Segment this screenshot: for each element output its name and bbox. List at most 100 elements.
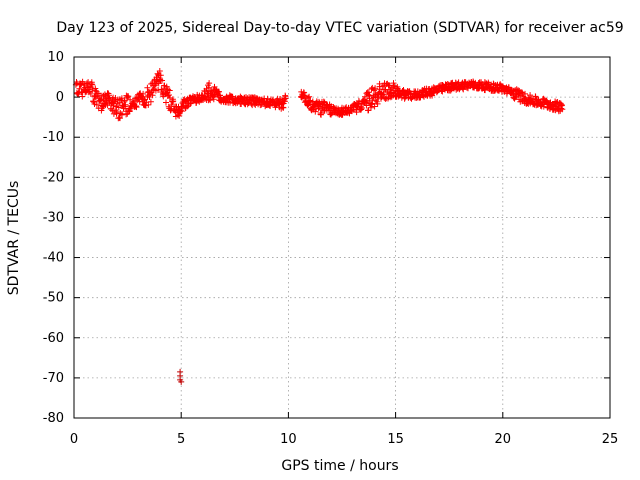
data-point: [161, 82, 168, 89]
y-tick-label: 10: [47, 50, 64, 65]
data-point: [358, 106, 364, 113]
data-point: [95, 91, 101, 97]
ticks: [73, 56, 611, 419]
data-point: [90, 98, 97, 105]
x-axis-label: GPS time / hours: [281, 458, 398, 474]
data-point: [125, 93, 132, 100]
x-tick-label: 5: [177, 432, 185, 447]
data-point: [166, 92, 172, 98]
data-point: [306, 93, 313, 100]
data-point: [280, 104, 287, 111]
data-point: [133, 104, 140, 111]
data-point: [88, 81, 95, 87]
y-tick-labels: 10 0 -10 -20 -30 -40 -50 -60 -70 -80: [43, 50, 64, 426]
data-point: [353, 109, 360, 116]
data-point: [115, 104, 122, 111]
data-point: [166, 94, 173, 101]
data-point: [318, 111, 325, 118]
x-tick-labels: 0 5 10 15 20 25: [70, 432, 618, 447]
data-point: [102, 93, 109, 100]
data-point: [559, 102, 565, 109]
data-point: [123, 94, 130, 101]
data-point: [363, 102, 370, 109]
data-point: [169, 96, 176, 103]
x-tick-label: 20: [495, 432, 512, 447]
data-point: [140, 90, 147, 97]
y-tick-label: -80: [43, 411, 64, 426]
x-tick-label: 10: [280, 432, 297, 447]
data-point: [320, 98, 327, 105]
data-point: [159, 77, 165, 84]
y-tick-label: -50: [43, 291, 64, 306]
data-point: [110, 102, 117, 109]
data-point: [89, 86, 96, 93]
data-point: [438, 87, 445, 94]
y-tick-label: -20: [43, 170, 64, 185]
data-point: [146, 94, 153, 100]
data-point: [385, 95, 391, 102]
data-point: [372, 85, 379, 92]
data-point: [300, 93, 307, 100]
y-tick-label: -60: [43, 331, 64, 346]
data-point: [157, 72, 164, 79]
data-point: [366, 92, 373, 99]
x-tick-label: 15: [387, 432, 404, 447]
data-point: [527, 92, 534, 99]
data-point: [312, 108, 319, 115]
data-point: [178, 378, 185, 385]
data-point: [210, 96, 217, 103]
data-point: [106, 92, 112, 99]
y-tick-label: -40: [43, 251, 64, 266]
data-point: [401, 95, 408, 102]
data-point: [113, 108, 120, 115]
data-point: [127, 96, 134, 103]
data-point: [374, 100, 381, 107]
data-point: [371, 103, 378, 110]
data-point: [155, 87, 162, 93]
data-point: [558, 101, 565, 108]
data-point: [122, 101, 129, 108]
data-point: [144, 84, 151, 91]
data-point: [203, 85, 210, 92]
data-point: [147, 98, 154, 105]
data-point: [174, 112, 181, 119]
data-point: [163, 99, 169, 106]
data-point: [390, 80, 397, 87]
data-point: [216, 88, 222, 95]
data-point: [519, 89, 526, 96]
y-tick-label: 0: [56, 90, 64, 105]
data-point: [372, 97, 379, 104]
data-point: [380, 91, 387, 98]
data-point: [379, 91, 386, 98]
data-point: [93, 101, 100, 108]
y-tick-label: -30: [43, 210, 64, 225]
data-point: [154, 70, 161, 77]
data-point: [205, 82, 211, 89]
data-point: [126, 107, 133, 114]
data-point: [365, 89, 372, 96]
data-point: [281, 98, 288, 105]
data-point: [89, 81, 96, 88]
data-point: [307, 97, 314, 104]
data-point: [282, 93, 289, 100]
plot-frame: [73, 56, 611, 419]
y-tick-label: -70: [43, 371, 64, 386]
data-point: [176, 112, 183, 119]
data-point: [362, 93, 368, 100]
data-point: [207, 97, 214, 104]
data-point: [149, 92, 156, 99]
data-point: [522, 90, 528, 97]
y-tick-label: -10: [43, 130, 64, 145]
grid: [74, 57, 610, 418]
data-point: [145, 101, 152, 108]
x-tick-label: 0: [70, 432, 78, 447]
data-point: [114, 100, 121, 107]
data-point: [368, 101, 375, 108]
data-point: [166, 87, 173, 94]
data-point: [87, 90, 94, 97]
x-tick-label: 25: [602, 432, 619, 447]
data-point: [103, 98, 110, 105]
y-axis-label: SDTVAR / TECUs: [6, 181, 22, 296]
data-point: [202, 93, 209, 100]
data-points: [72, 68, 566, 385]
